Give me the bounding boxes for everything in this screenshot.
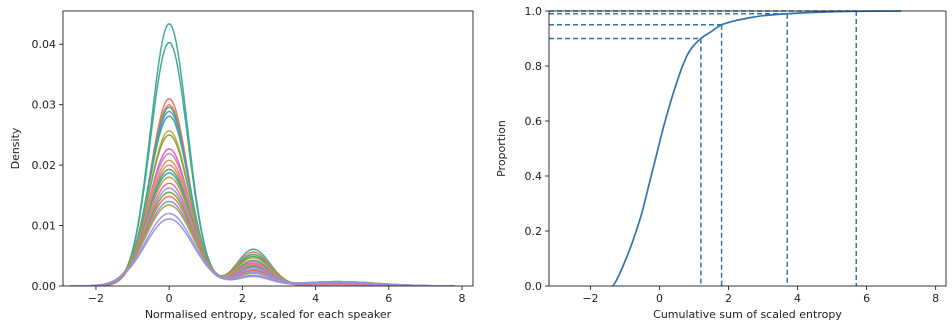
- kde-curve-1: [70, 23, 455, 286]
- kde-curve-20: [70, 195, 455, 286]
- x-tick-label: 0: [166, 292, 173, 305]
- y-tick-label: 0.4: [525, 170, 543, 183]
- x-tick-label: 8: [932, 292, 939, 305]
- y-axis-label: Proportion: [495, 120, 508, 177]
- kde-curve-24: [70, 218, 455, 286]
- x-tick-label: 4: [312, 292, 319, 305]
- ecdf-curve: [612, 10, 902, 287]
- kde-curve-8: [70, 130, 455, 286]
- plot-frame: [548, 10, 947, 287]
- plot-frame: [62, 10, 474, 287]
- y-tick-label: 0.00: [32, 280, 57, 293]
- kde-chart: −2 0 2 4 6 8 0.00 0.01 0.02 0.03 0.04 Normalised en…: [9, 10, 474, 321]
- x-axis-label: Normalised entropy, scaled for each spea…: [145, 308, 392, 321]
- kde-curves: [70, 23, 455, 286]
- y-axis-label: Density: [9, 127, 22, 169]
- y-tick-label: 0.02: [32, 159, 57, 172]
- ecdf-chart: −2 0 2 4 6 8 0.0 0.2 0.4 0.6 0.8 1.0 Cumulative sum …: [495, 5, 947, 321]
- x-tick-label: 4: [794, 292, 801, 305]
- y-tick-label: 0.2: [525, 225, 543, 238]
- y-tick-label: 0.8: [525, 60, 543, 73]
- y-tick-label: 0.0: [525, 280, 543, 293]
- y-tick-label: 0.01: [32, 220, 57, 233]
- x-tick-label: −2: [88, 292, 104, 305]
- x-tick-label: 0: [656, 292, 663, 305]
- y-tick-label: 0.6: [525, 115, 543, 128]
- x-tick-label: 8: [459, 292, 466, 305]
- x-tick-label: 6: [385, 292, 392, 305]
- y-tick-label: 1.0: [525, 5, 543, 18]
- x-tick-label: 6: [863, 292, 870, 305]
- x-tick-label: −2: [582, 292, 598, 305]
- kde-curve-2: [70, 41, 455, 286]
- x-tick-label: 2: [239, 292, 246, 305]
- y-tick-label: 0.04: [32, 38, 57, 51]
- x-axis-label: Cumulative sum of scaled entropy: [653, 308, 842, 321]
- x-tick-label: 2: [725, 292, 732, 305]
- y-tick-label: 0.03: [32, 99, 57, 112]
